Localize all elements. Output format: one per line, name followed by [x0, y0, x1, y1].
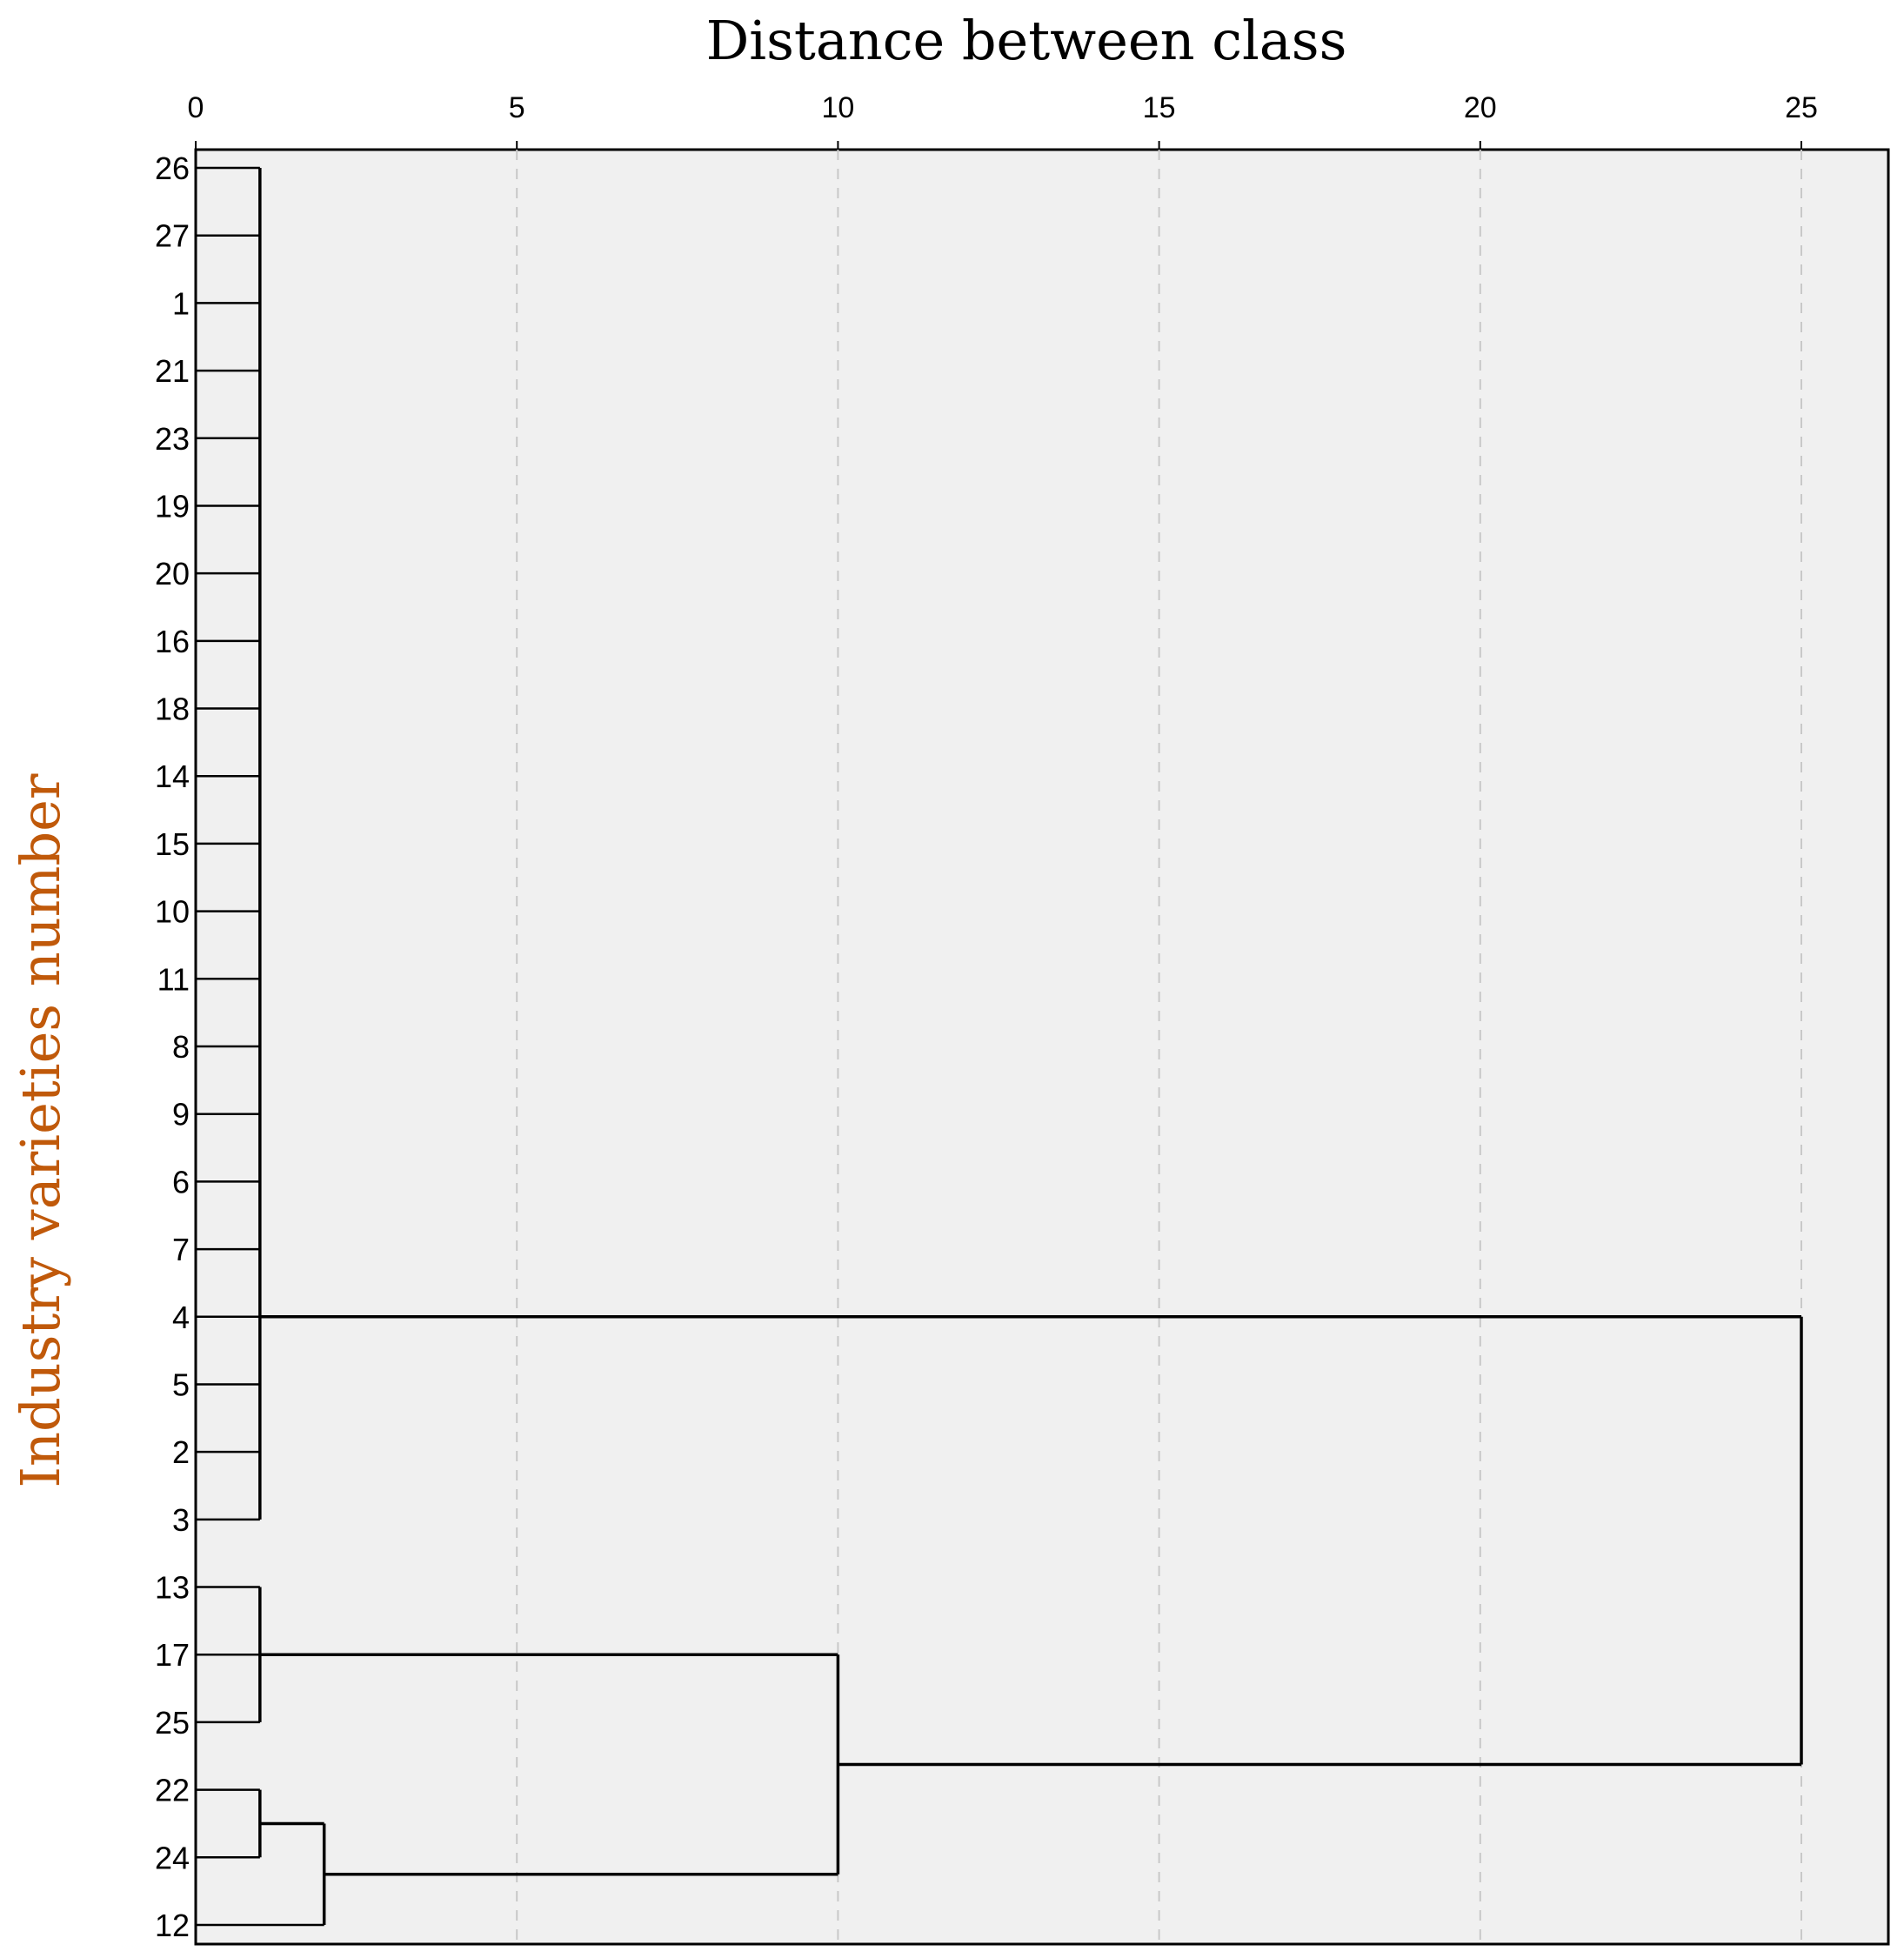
chart-title: Distance between class	[706, 9, 1347, 72]
leaf-label: 6	[172, 1164, 190, 1200]
leaf-label: 25	[155, 1705, 190, 1741]
leaf-label: 5	[172, 1367, 190, 1402]
x-axis: 0 5 10 15 20 25	[188, 91, 1818, 150]
x-tick-label: 25	[1785, 91, 1818, 124]
leaf-label: 1	[172, 285, 190, 321]
x-tick-label: 10	[821, 91, 854, 124]
leaf-label: 8	[172, 1029, 190, 1065]
x-tick-label: 5	[509, 91, 525, 124]
leaf-label: 9	[172, 1097, 190, 1133]
leaf-label: 11	[157, 961, 190, 997]
leaf-label: 27	[155, 218, 190, 254]
leaf-label: 17	[155, 1637, 190, 1673]
leaf-label: 21	[155, 353, 190, 389]
x-tick-label: 20	[1464, 91, 1497, 124]
dendrogram-links	[196, 166, 1803, 1927]
leaf-label: 22	[155, 1773, 190, 1808]
leaf-label: 16	[155, 624, 190, 659]
leaf-label: 12	[155, 1908, 190, 1943]
leaf-label: 20	[155, 556, 190, 591]
y-axis-label: Industry varieties number	[9, 773, 72, 1487]
x-tick-label: 0	[188, 91, 204, 124]
leaf-label: 24	[155, 1840, 190, 1875]
plot-area	[194, 148, 1890, 1946]
leaf-label: 10	[155, 894, 190, 930]
leaf-label: 13	[155, 1570, 190, 1606]
leaf-label: 26	[155, 150, 190, 186]
leaf-label: 19	[155, 488, 190, 524]
leaf-label: 3	[172, 1502, 190, 1538]
leaf-labels: 2627121231920161814151011896745231317252…	[155, 150, 190, 1943]
leaf-label: 7	[172, 1232, 190, 1267]
leaf-label: 15	[155, 826, 190, 862]
leaf-label: 23	[155, 421, 190, 457]
leaf-label: 4	[172, 1300, 190, 1335]
x-tick-label: 15	[1143, 91, 1176, 124]
leaf-label: 2	[172, 1434, 190, 1470]
leaf-label: 14	[155, 758, 190, 794]
leaf-label: 18	[155, 692, 190, 727]
